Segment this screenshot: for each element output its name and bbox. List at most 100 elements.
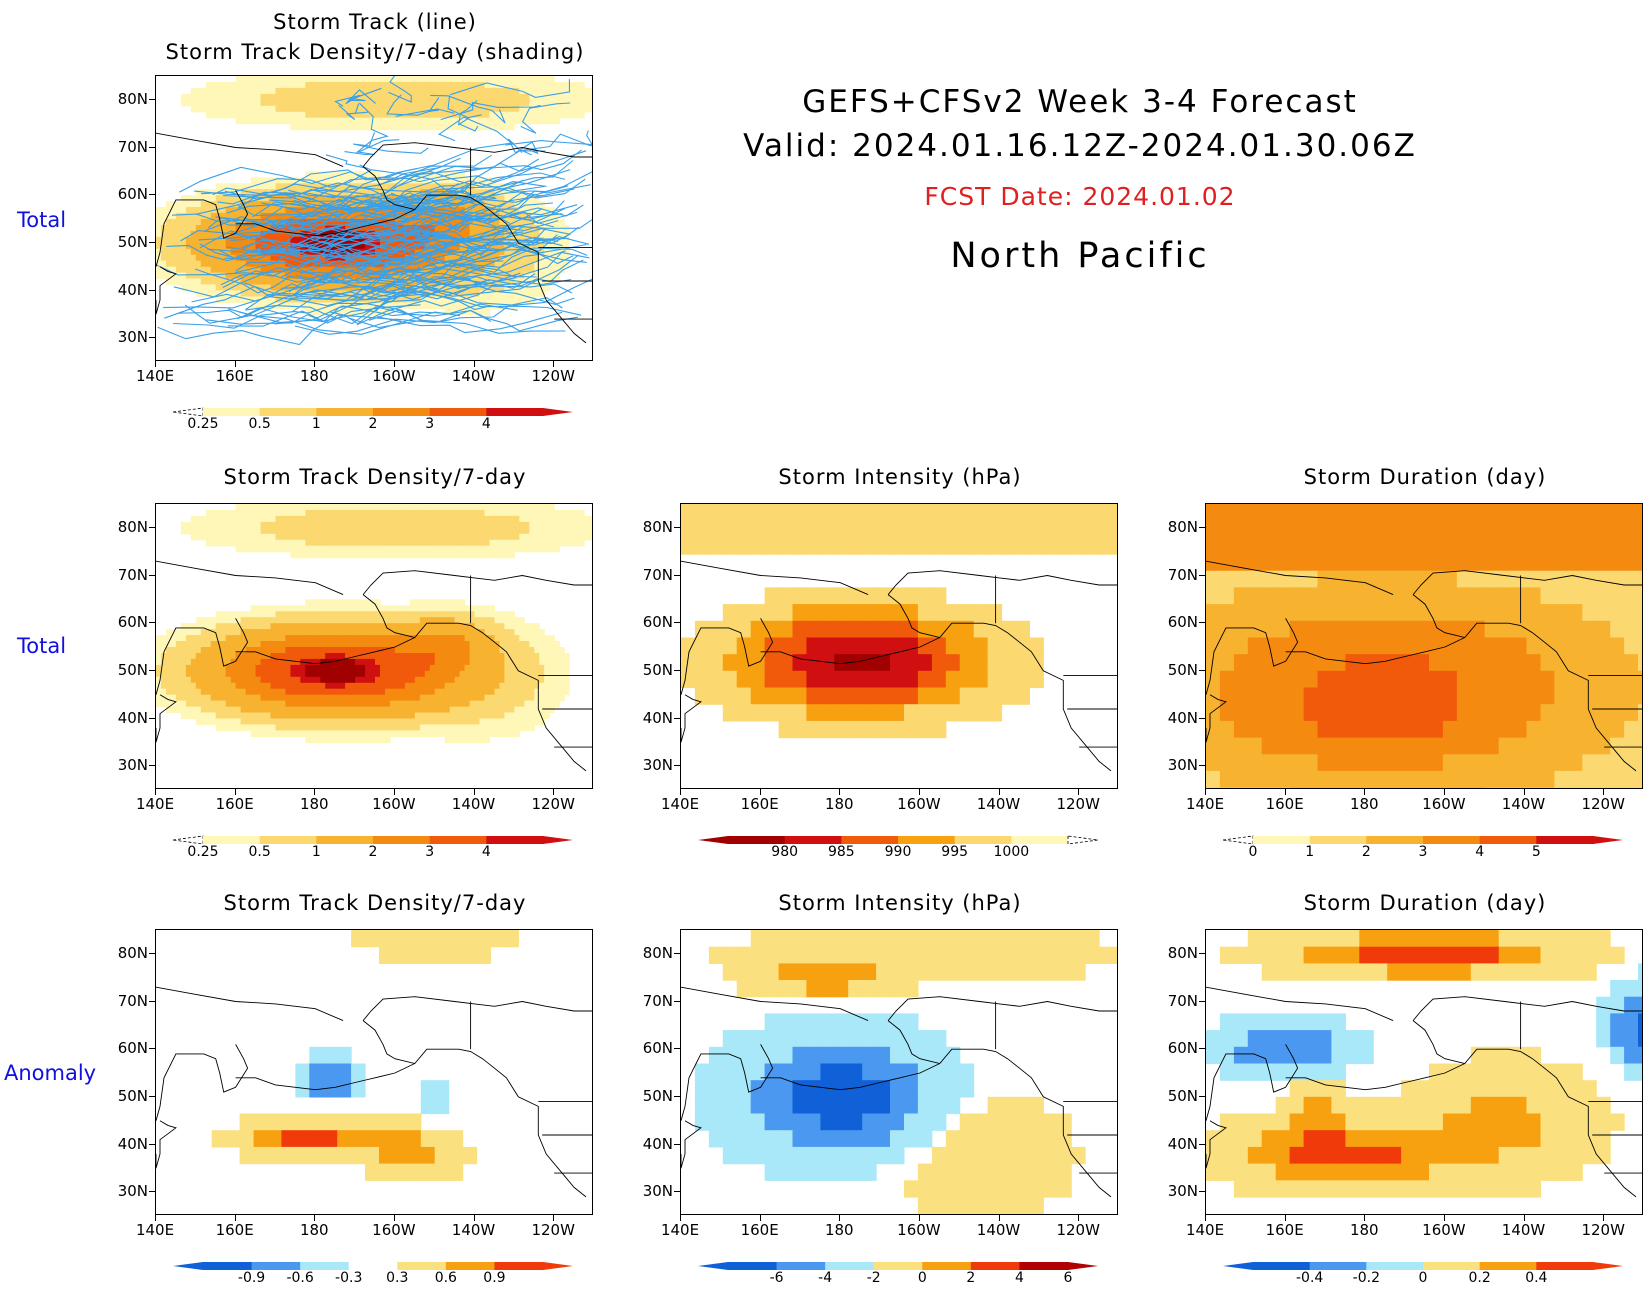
lon-tick	[235, 360, 236, 367]
lat-tick	[149, 290, 156, 291]
colorbar-label: -6	[752, 1270, 802, 1286]
lat-label: 30N	[108, 756, 148, 774]
lon-tick	[553, 788, 554, 795]
lon-label: 160W	[364, 367, 424, 385]
lat-tick	[674, 953, 681, 954]
map-field-p2	[681, 504, 1118, 789]
lat-tick	[674, 1096, 681, 1097]
colorbar-label: 2	[348, 416, 398, 432]
lat-label: 40N	[633, 1135, 673, 1153]
lat-label: 50N	[108, 1087, 148, 1105]
colorbar-label: 0.25	[178, 844, 228, 860]
lat-label: 60N	[1158, 613, 1198, 631]
lon-label: 180	[284, 795, 344, 813]
map-p2	[680, 503, 1118, 789]
colorbar-label: 0	[897, 1270, 947, 1286]
lon-tick	[314, 788, 315, 795]
lat-tick	[149, 670, 156, 671]
lat-label: 40N	[1158, 1135, 1198, 1153]
lat-label: 80N	[633, 518, 673, 536]
lat-label: 60N	[108, 185, 148, 203]
map-field-p5	[681, 930, 1118, 1215]
lon-label: 120W	[1048, 1221, 1108, 1239]
lat-tick	[674, 1191, 681, 1192]
lat-label: 40N	[633, 709, 673, 727]
panel-title: Storm Track Density/7-day	[155, 465, 595, 489]
lon-tick	[999, 788, 1000, 795]
lat-tick	[1199, 575, 1206, 576]
row-label-total-1: Total	[17, 208, 66, 232]
lon-label: 180	[1334, 1221, 1394, 1239]
lat-label: 40N	[1158, 709, 1198, 727]
colorbar-label: -0.3	[324, 1270, 374, 1286]
lat-tick	[1199, 1191, 1206, 1192]
lat-tick	[149, 337, 156, 338]
colorbar-label: 1	[291, 416, 341, 432]
colorbar-label: 0.6	[421, 1270, 471, 1286]
lon-label: 160W	[889, 795, 949, 813]
lon-tick	[235, 788, 236, 795]
lat-tick	[1199, 1048, 1206, 1049]
lon-label: 160E	[730, 795, 790, 813]
panel-title: Storm Duration (day)	[1205, 465, 1645, 489]
lon-tick	[314, 1214, 315, 1221]
colorbar-label: 3	[405, 416, 455, 432]
row-label-anomaly: Anomaly	[4, 1061, 96, 1085]
lat-tick	[1199, 670, 1206, 671]
lon-label: 160E	[205, 367, 265, 385]
lon-tick	[553, 1214, 554, 1221]
lat-label: 80N	[1158, 518, 1198, 536]
lat-label: 50N	[633, 1087, 673, 1105]
map-p4	[155, 929, 593, 1215]
forecast-title: GEFS+CFSv2 Week 3-4 Forecast	[700, 84, 1460, 120]
colorbar-label: 0.3	[372, 1270, 422, 1286]
lon-tick	[1364, 1214, 1365, 1221]
lat-tick	[674, 670, 681, 671]
lon-label: 160W	[889, 1221, 949, 1239]
lat-tick	[149, 1191, 156, 1192]
lat-label: 70N	[108, 566, 148, 584]
lat-label: 80N	[108, 944, 148, 962]
lat-label: 40N	[108, 709, 148, 727]
lon-label: 180	[809, 795, 869, 813]
colorbar-label: 3	[405, 844, 455, 860]
colorbar-label: 6	[1043, 1270, 1093, 1286]
lon-label: 120W	[523, 1221, 583, 1239]
lon-label: 180	[1334, 795, 1394, 813]
lat-label: 70N	[1158, 566, 1198, 584]
map-field-p4	[156, 930, 593, 1215]
lat-tick	[674, 1001, 681, 1002]
lon-label: 120W	[1573, 1221, 1633, 1239]
lat-tick	[1199, 1144, 1206, 1145]
lon-label: 180	[284, 1221, 344, 1239]
lon-label: 140E	[1175, 1221, 1235, 1239]
lat-label: 60N	[108, 613, 148, 631]
map-field-p1	[156, 504, 593, 789]
lon-tick	[1603, 788, 1604, 795]
colorbar-label: -0.9	[227, 1270, 277, 1286]
colorbar-label: 1	[1285, 844, 1335, 860]
lat-label: 60N	[633, 1039, 673, 1057]
panel-title: Storm Track (line)	[155, 10, 595, 34]
colorbar-label: -2	[849, 1270, 899, 1286]
map-field-p6	[1206, 930, 1643, 1215]
lon-label: 160W	[1414, 1221, 1474, 1239]
lat-label: 30N	[1158, 756, 1198, 774]
region-name: North Pacific	[700, 236, 1460, 276]
lat-label: 70N	[633, 566, 673, 584]
lon-tick	[235, 1214, 236, 1221]
colorbar-label: 2	[1341, 844, 1391, 860]
lat-tick	[674, 575, 681, 576]
lon-label: 140W	[444, 367, 504, 385]
forecast-date: FCST Date: 2024.01.02	[700, 182, 1460, 211]
lat-tick	[149, 575, 156, 576]
lat-tick	[674, 622, 681, 623]
lat-tick	[149, 1048, 156, 1049]
colorbar-label: -4	[800, 1270, 850, 1286]
lat-tick	[674, 718, 681, 719]
lat-tick	[674, 765, 681, 766]
lon-tick	[680, 1214, 681, 1221]
lat-tick	[149, 953, 156, 954]
lat-label: 40N	[108, 281, 148, 299]
lat-label: 30N	[633, 1182, 673, 1200]
